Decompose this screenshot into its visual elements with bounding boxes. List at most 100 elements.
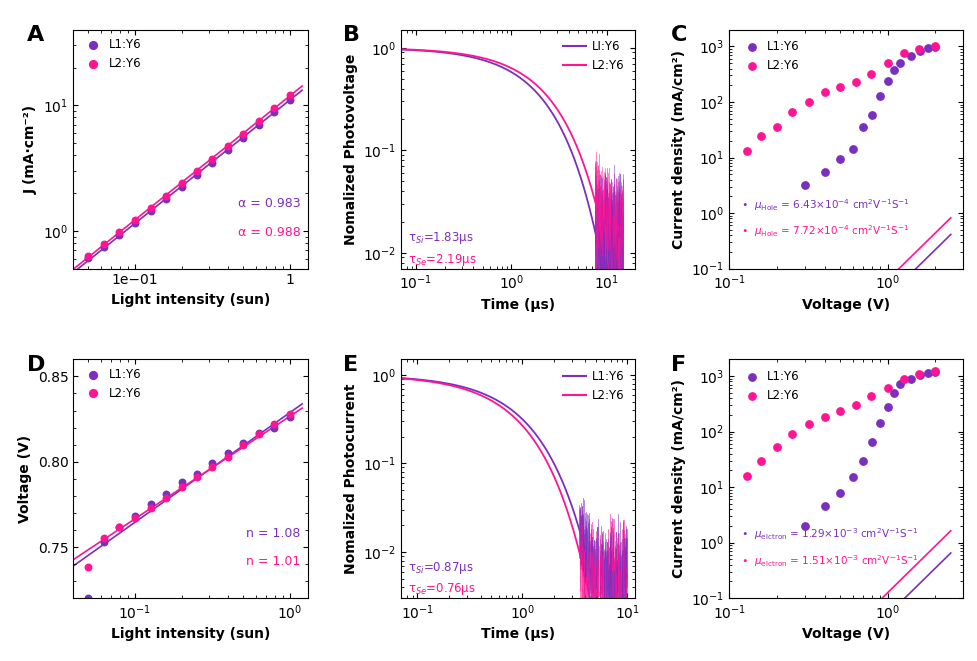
L2:Y6 xyxy=(800,419,816,430)
L1:Y6 xyxy=(111,229,127,240)
Y-axis label: Nomalized Photocurrent: Nomalized Photocurrent xyxy=(343,383,358,574)
L2:Y6 xyxy=(895,374,911,385)
L2:Y6 xyxy=(831,406,847,416)
Text: $\bullet$  $\mu_{\rm elctron}$ = 1.51×10$^{-3}$ cm$^2$V$^{-1}$S$^{-1}$: $\bullet$ $\mu_{\rm elctron}$ = 1.51×10$… xyxy=(741,553,917,568)
L2:Y6 xyxy=(847,77,863,88)
L1:Y6 xyxy=(267,107,282,118)
L1:Y6 xyxy=(912,46,927,57)
L1:Y6 xyxy=(220,145,235,155)
L1:Y6 xyxy=(871,418,887,429)
L2:Y6 xyxy=(739,146,754,157)
L1:Y6 xyxy=(855,122,871,133)
L2:Y6 xyxy=(80,563,96,573)
L2:Y6 xyxy=(800,97,816,107)
L2:Y6 xyxy=(96,239,111,249)
X-axis label: Voltage (V): Voltage (V) xyxy=(801,297,889,311)
L1:Y6 xyxy=(871,91,887,101)
L2:Y6 xyxy=(926,41,942,52)
Text: n = 1.08: n = 1.08 xyxy=(246,527,300,539)
L1:Y6 xyxy=(189,170,204,180)
L1:Y6 xyxy=(96,241,111,252)
L1:Y6 xyxy=(204,157,220,168)
Text: $\bullet$  $\mu_{\rm elctron}$ = 1.29×10$^{-3}$ cm$^2$V$^{-1}$S$^{-1}$: $\bullet$ $\mu_{\rm elctron}$ = 1.29×10$… xyxy=(741,527,917,542)
L1:Y6 xyxy=(80,593,96,603)
L2:Y6 xyxy=(157,492,173,503)
L2:Y6 xyxy=(784,429,799,440)
L1:Y6 xyxy=(879,75,895,86)
L2:Y6 xyxy=(235,440,251,450)
Text: τ$_{Se}$=2.19μs: τ$_{Se}$=2.19μs xyxy=(407,252,477,268)
L1:Y6 xyxy=(189,469,204,479)
L1:Y6 xyxy=(796,180,812,190)
L2:Y6 xyxy=(80,251,96,261)
L1:Y6 xyxy=(844,144,860,155)
L1:Y6 xyxy=(926,42,942,52)
L1:Y6 xyxy=(267,422,282,433)
L2:Y6 xyxy=(235,128,251,139)
Legend: LI:Y6, L2:Y6: LI:Y6, L2:Y6 xyxy=(558,36,629,77)
Legend: L1:Y6, L2:Y6: L1:Y6, L2:Y6 xyxy=(79,366,144,402)
L2:Y6 xyxy=(753,131,769,141)
L1:Y6 xyxy=(902,50,917,61)
L2:Y6 xyxy=(127,214,143,225)
L1:Y6 xyxy=(143,499,158,510)
L1:Y6 xyxy=(127,218,143,229)
Text: τ$_{Se}$=0.76μs: τ$_{Se}$=0.76μs xyxy=(407,582,476,598)
L2:Y6 xyxy=(111,226,127,237)
L2:Y6 xyxy=(784,107,799,118)
L2:Y6 xyxy=(863,391,878,402)
L2:Y6 xyxy=(143,502,158,513)
L2:Y6 xyxy=(267,419,282,430)
L2:Y6 xyxy=(189,166,204,176)
L1:Y6 xyxy=(174,182,190,192)
Text: α = 0.983: α = 0.983 xyxy=(237,197,300,210)
L2:Y6 xyxy=(267,103,282,114)
L2:Y6 xyxy=(911,369,926,379)
X-axis label: Light intensity (sun): Light intensity (sun) xyxy=(110,293,270,307)
Legend: L1:Y6, L2:Y6: L1:Y6, L2:Y6 xyxy=(558,366,629,407)
Text: C: C xyxy=(670,25,686,45)
L1:Y6 xyxy=(844,472,860,483)
L2:Y6 xyxy=(863,69,878,79)
L2:Y6 xyxy=(204,153,220,164)
L1:Y6 xyxy=(143,206,158,217)
L1:Y6 xyxy=(879,401,895,412)
L1:Y6 xyxy=(281,95,297,105)
L2:Y6 xyxy=(204,461,220,472)
Text: D: D xyxy=(26,354,45,375)
L2:Y6 xyxy=(739,471,754,481)
L2:Y6 xyxy=(847,399,863,410)
L1:Y6 xyxy=(919,368,935,378)
L1:Y6 xyxy=(919,43,935,54)
L2:Y6 xyxy=(911,44,926,54)
L2:Y6 xyxy=(281,90,297,100)
L2:Y6 xyxy=(127,513,143,524)
Text: τ$_{Si}$=0.87μs: τ$_{Si}$=0.87μs xyxy=(407,560,474,576)
Text: $\bullet$  $\mu_{\rm Hole}$ = 6.43×10$^{-4}$ cm$^2$V$^{-1}$S$^{-1}$: $\bullet$ $\mu_{\rm Hole}$ = 6.43×10$^{-… xyxy=(741,197,909,213)
Legend: L1:Y6, L2:Y6: L1:Y6, L2:Y6 xyxy=(735,366,803,407)
Y-axis label: Voltage (V): Voltage (V) xyxy=(19,435,32,523)
L1:Y6 xyxy=(891,379,907,389)
L2:Y6 xyxy=(189,472,204,483)
L2:Y6 xyxy=(768,442,784,453)
L1:Y6 xyxy=(235,133,251,143)
L2:Y6 xyxy=(879,382,895,393)
Legend: L1:Y6, L2:Y6: L1:Y6, L2:Y6 xyxy=(79,36,144,72)
L2:Y6 xyxy=(251,116,267,126)
L1:Y6 xyxy=(885,387,901,398)
L1:Y6 xyxy=(816,167,831,177)
L1:Y6 xyxy=(796,521,812,531)
Text: A: A xyxy=(26,25,44,45)
L2:Y6 xyxy=(879,58,895,68)
L2:Y6 xyxy=(157,190,173,201)
L1:Y6 xyxy=(816,501,831,512)
Text: B: B xyxy=(342,25,360,45)
L1:Y6 xyxy=(80,253,96,264)
L1:Y6 xyxy=(855,455,871,466)
L2:Y6 xyxy=(831,82,847,93)
L2:Y6 xyxy=(220,141,235,151)
L1:Y6 xyxy=(864,437,879,447)
L2:Y6 xyxy=(816,412,831,422)
L2:Y6 xyxy=(768,122,784,132)
L1:Y6 xyxy=(235,438,251,448)
